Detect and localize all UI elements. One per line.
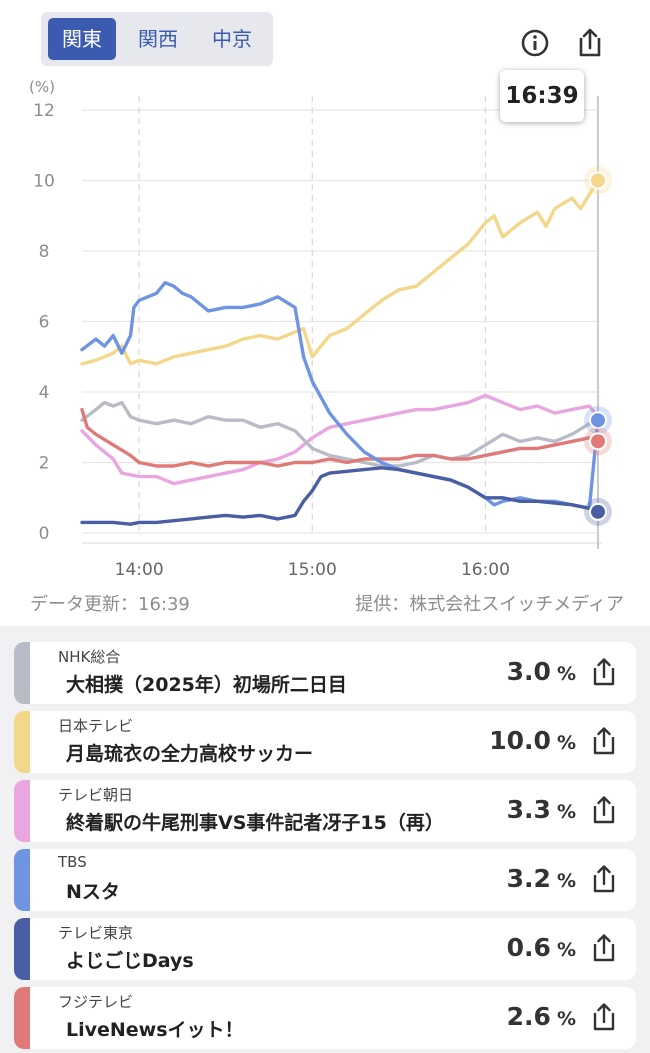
rating-value: 3.0%: [507, 657, 576, 686]
share-icon[interactable]: [573, 26, 607, 60]
marker-fuji: [589, 432, 607, 451]
rating-unit: %: [556, 801, 576, 823]
rating-number: 2.6: [506, 1002, 551, 1031]
share-icon[interactable]: [590, 863, 618, 895]
channel-color-bar: [14, 711, 30, 773]
channel-color-bar: [14, 849, 30, 911]
y-tick-label: 2: [39, 454, 50, 474]
program-card[interactable]: NHK総合大相撲（2025年）初場所二日目 3.0%: [14, 642, 636, 704]
channel-name: TBS: [58, 853, 87, 871]
program-card[interactable]: テレビ朝日終着駅の牛尾刑事VS事件記者冴子15（再） 3.3%: [14, 780, 636, 842]
y-tick-label: 8: [39, 242, 50, 262]
x-tick-label: 14:00: [115, 560, 164, 580]
program-title: Nスタ: [66, 881, 120, 903]
series-line-1: [80, 178, 600, 366]
y-tick-label: 12: [33, 101, 55, 121]
share-icon[interactable]: [590, 656, 618, 688]
rating-unit: %: [556, 663, 576, 685]
rating-value: 2.6%: [507, 1002, 576, 1031]
y-tick-label: 0: [39, 524, 50, 544]
share-icon[interactable]: [590, 725, 618, 757]
rating-number: 3.3: [506, 795, 551, 824]
program-title: よじごじDays: [66, 950, 194, 972]
rating-number: 3.2: [506, 864, 551, 893]
x-tick-label: 16:00: [461, 560, 510, 580]
channel-color-bar: [14, 918, 30, 980]
rating-unit: %: [556, 732, 576, 754]
channel-color-bar: [14, 780, 30, 842]
info-icon[interactable]: [518, 26, 552, 60]
x-tick-label: 15:00: [288, 560, 337, 580]
program-card[interactable]: TBS Nスタ 3.2%: [14, 849, 636, 911]
series-line-3: [80, 280, 600, 510]
channel-name: NHK総合: [58, 648, 121, 666]
tab-kanto[interactable]: 関東: [48, 18, 116, 60]
y-tick-label: 4: [39, 383, 50, 403]
y-tick-label: 10: [33, 172, 55, 192]
channel-name: テレビ東京: [58, 924, 134, 942]
series-line-5: [80, 407, 600, 468]
y-tick-label: 6: [39, 313, 50, 333]
tab-kansai[interactable]: 関西: [138, 27, 178, 51]
share-icon[interactable]: [590, 932, 618, 964]
rating-number: 0.6: [506, 933, 551, 962]
rating-number: 3.0: [506, 657, 551, 686]
rating-value: 3.2%: [507, 864, 576, 893]
program-card[interactable]: フジテレビ LiveNewsイット！ 2.6%: [14, 987, 636, 1049]
rating-value: 3.3%: [507, 795, 576, 824]
data-updated: データ更新：16:39: [30, 594, 190, 615]
marker-ntv: [589, 171, 607, 190]
channel-color-bar: [14, 642, 30, 704]
program-card[interactable]: テレビ東京よじごじDays 0.6%: [14, 918, 636, 980]
channel-name: テレビ朝日: [58, 786, 134, 804]
rating-value: 0.6%: [507, 933, 576, 962]
rating-unit: %: [556, 1008, 576, 1030]
series-line-0: [80, 400, 600, 468]
channel-name: フジテレビ: [58, 993, 134, 1011]
region-tabs: 関東 関西 中京: [41, 12, 273, 66]
share-icon[interactable]: [590, 1001, 618, 1033]
time-tooltip: 16:39: [500, 70, 584, 122]
program-title: 月島琉衣の全力高校サッカー: [66, 743, 314, 765]
rating-chart: (%) 0 2 4 6 8 10 12 14:00 15:00 16:00: [29, 78, 612, 580]
rating-number: 10.0: [489, 726, 551, 755]
program-title: LiveNewsイット！: [66, 1019, 244, 1041]
program-title: 終着駅の牛尾刑事VS事件記者冴子15（再）: [66, 812, 444, 834]
rating-unit: %: [556, 870, 576, 892]
share-icon[interactable]: [590, 794, 618, 826]
marker-tx: [589, 502, 607, 521]
channel-name: 日本テレビ: [58, 717, 134, 735]
series-line-4: [80, 466, 600, 526]
rating-unit: %: [556, 939, 576, 961]
chart-panel: 関東 関西 中京 (%) 0 2 4 6 8 10 12 14:00 15:00 16:00 16:…: [0, 0, 650, 626]
channel-color-bar: [14, 987, 30, 1049]
rating-value: 10.0%: [489, 726, 576, 755]
program-title: 大相撲（2025年）初場所二日目: [66, 674, 347, 696]
marker-tbs: [589, 411, 607, 430]
program-card[interactable]: 日本テレビ月島琉衣の全力高校サッカー 10.0%: [14, 711, 636, 773]
y-axis-unit: (%): [29, 78, 55, 96]
data-provider: 提供：株式会社スイッチメディア: [355, 594, 624, 615]
tab-chukyo[interactable]: 中京: [212, 27, 252, 51]
